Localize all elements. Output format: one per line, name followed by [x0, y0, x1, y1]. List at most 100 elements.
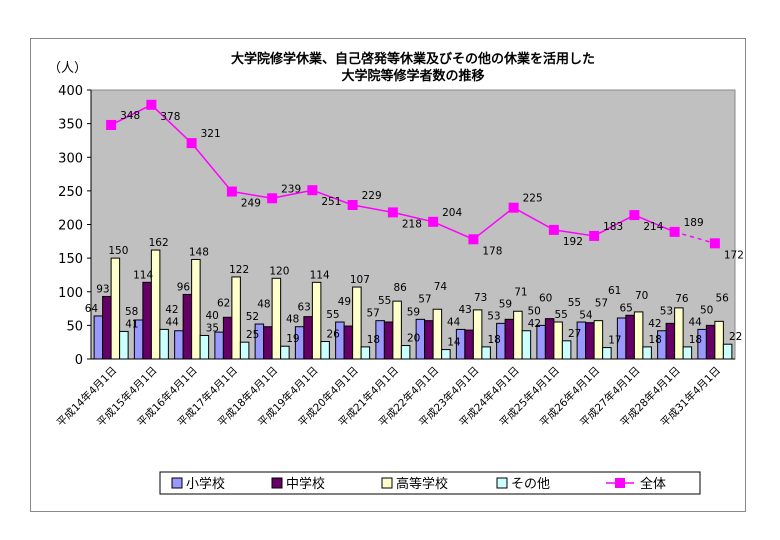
line-data-label: 204 [442, 207, 462, 219]
bar-中学校 [383, 321, 394, 360]
line-segment [472, 207, 515, 240]
bar-中学校 [263, 326, 273, 360]
line-data-label: 218 [402, 218, 422, 230]
bar-data-label: 18 [487, 334, 500, 346]
bar-高等学校 [674, 307, 684, 360]
bar-data-label: 25 [246, 329, 259, 341]
bar-data-label: 71 [514, 286, 527, 298]
line-data-label: 229 [362, 190, 382, 202]
y-tick-label: 250 [58, 185, 83, 200]
bar-data-label: 26 [326, 329, 340, 341]
legend-swatch [171, 477, 183, 489]
line-segment [352, 204, 394, 214]
bar-data-label: 56 [715, 292, 729, 304]
bar-data-label: 49 [338, 296, 351, 308]
line-data-label: 321 [201, 128, 221, 140]
legend-label: その他 [511, 477, 550, 492]
bar-data-label: 43 [458, 304, 471, 316]
bar-高等学校 [352, 286, 362, 360]
bar-data-label: 42 [528, 318, 541, 330]
bar-data-label: 120 [269, 265, 289, 277]
line-segment [271, 189, 313, 200]
line-segment [553, 229, 595, 237]
y-tick-label: 0 [75, 353, 83, 368]
bar-高等学校 [392, 300, 402, 360]
bar-data-label: 162 [149, 237, 169, 249]
bar-その他 [521, 330, 532, 360]
chart-title: 大学院等修学者数の推移 [341, 68, 484, 84]
line-marker [307, 185, 318, 196]
bar-その他 [561, 340, 572, 360]
line-data-label: 225 [523, 193, 543, 205]
bar-高等学校 [271, 277, 282, 360]
bar-data-label: 54 [579, 310, 593, 322]
bar-data-label: 74 [434, 281, 448, 293]
bar-中学校 [504, 318, 515, 360]
bar-data-label: 53 [660, 305, 673, 317]
bar-その他 [159, 328, 169, 360]
legend-label: 全体 [640, 476, 666, 492]
bar-小学校 [93, 315, 104, 360]
legend [159, 471, 701, 495]
bar-中学校 [585, 322, 595, 360]
bar-data-label: 42 [648, 318, 661, 330]
bar-data-label: 76 [675, 293, 689, 305]
line-segment [593, 214, 635, 237]
bar-高等学校 [191, 258, 201, 360]
bar-中学校 [222, 316, 233, 360]
line-marker [428, 216, 439, 227]
bar-data-label: 19 [286, 333, 299, 345]
bar-中学校 [464, 329, 474, 360]
bar-その他 [682, 346, 693, 360]
bar-中学校 [424, 320, 434, 360]
line-data-label: 172 [724, 249, 744, 261]
line-marker [709, 238, 720, 249]
bar-小学校 [536, 324, 546, 360]
y-tick-label: 50 [66, 319, 83, 334]
bar-data-label: 96 [177, 281, 191, 293]
bar-data-label: 22 [729, 331, 742, 343]
bar-data-label: 18 [367, 334, 380, 346]
bar-data-label: 55 [554, 309, 567, 321]
bar-その他 [199, 334, 210, 360]
y-tick-label: 400 [58, 84, 83, 99]
bar-data-label: 48 [286, 314, 299, 326]
bar-中学校 [544, 318, 555, 360]
line-marker [548, 224, 559, 235]
line-marker [589, 230, 600, 241]
bar-高等学校 [231, 276, 241, 360]
line-marker [106, 119, 117, 130]
legend-swatch [271, 477, 283, 489]
line-data-label: 189 [684, 217, 704, 229]
bar-高等学校 [311, 281, 322, 360]
bar-data-label: 148 [189, 246, 209, 258]
bar-data-label: 61 [608, 285, 621, 297]
y-tick-label: 200 [58, 219, 83, 234]
bar-data-label: 107 [350, 274, 370, 286]
bar-その他 [239, 341, 250, 360]
legend-swatch [381, 477, 393, 489]
bar-中学校 [182, 293, 193, 360]
bar-中学校 [142, 281, 152, 360]
bar-data-label: 59 [499, 298, 512, 310]
bar-data-label: 114 [133, 269, 153, 281]
bar-その他 [280, 345, 290, 360]
line-segment [432, 221, 474, 240]
bar-data-label: 55 [378, 295, 391, 307]
line-marker [267, 193, 278, 204]
line-data-label: 251 [321, 196, 341, 208]
bar-data-label: 18 [689, 334, 702, 346]
bar-data-label: 64 [85, 303, 99, 315]
legend-label: 高等学校 [396, 476, 448, 492]
bar-その他 [481, 346, 491, 360]
bar-data-label: 122 [229, 264, 249, 276]
bar-data-label: 114 [310, 269, 330, 281]
bar-data-label: 62 [217, 297, 230, 309]
line-marker [186, 138, 197, 149]
bar-その他 [320, 341, 330, 360]
bar-その他 [722, 343, 733, 360]
line-marker [669, 226, 680, 237]
bar-その他 [602, 347, 612, 360]
bar-data-label: 52 [246, 311, 259, 323]
